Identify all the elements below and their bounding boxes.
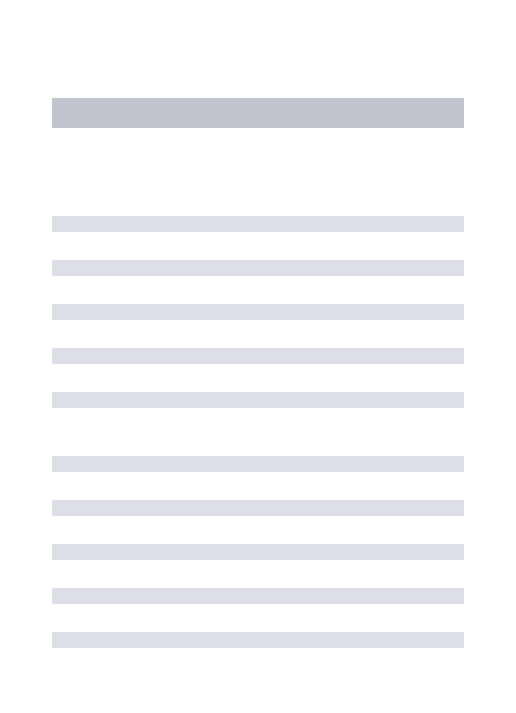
skeleton-line bbox=[52, 216, 464, 232]
skeleton-line bbox=[52, 392, 464, 408]
skeleton-line bbox=[52, 348, 464, 364]
skeleton-section-1 bbox=[52, 216, 464, 408]
skeleton-line bbox=[52, 456, 464, 472]
skeleton-section-2 bbox=[52, 456, 464, 648]
skeleton-line bbox=[52, 304, 464, 320]
skeleton-line bbox=[52, 588, 464, 604]
skeleton-line bbox=[52, 260, 464, 276]
spacer bbox=[52, 408, 464, 456]
skeleton-header-bar bbox=[52, 98, 464, 128]
skeleton-line bbox=[52, 544, 464, 560]
spacer bbox=[52, 128, 464, 216]
skeleton-line bbox=[52, 500, 464, 516]
skeleton-line bbox=[52, 632, 464, 648]
skeleton-container bbox=[0, 0, 516, 648]
